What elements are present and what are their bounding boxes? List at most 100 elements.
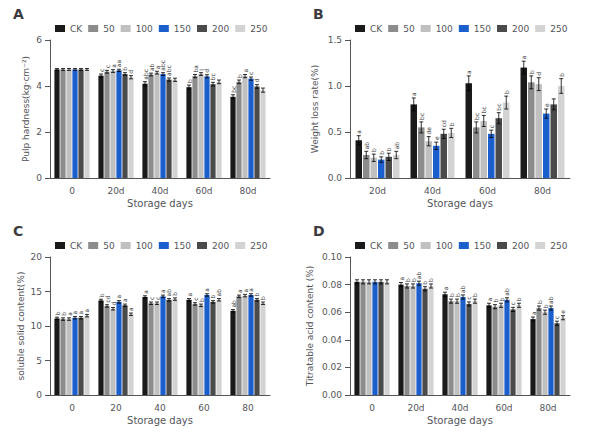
svg-text:aa: aa xyxy=(115,60,122,68)
svg-text:b: b xyxy=(253,293,260,297)
svg-text:60: 60 xyxy=(198,403,210,413)
svg-text:4: 4 xyxy=(36,81,42,91)
svg-text:abc: abc xyxy=(165,65,172,76)
svg-text:20d: 20d xyxy=(369,186,386,196)
svg-text:ab: ab xyxy=(230,300,237,308)
svg-text:b: b xyxy=(236,74,243,78)
svg-text:d: d xyxy=(203,69,210,73)
svg-text:10: 10 xyxy=(31,321,43,331)
svg-text:ab: ab xyxy=(215,289,222,297)
svg-text:250: 250 xyxy=(250,241,267,251)
svg-text:0: 0 xyxy=(369,403,375,413)
svg-text:c: c xyxy=(154,297,161,300)
svg-text:cd: cd xyxy=(104,295,111,302)
svg-text:40d: 40d xyxy=(451,403,468,413)
svg-text:a: a xyxy=(355,130,362,134)
svg-text:B: B xyxy=(313,6,324,22)
svg-text:15: 15 xyxy=(31,287,42,297)
svg-text:40: 40 xyxy=(154,403,166,413)
svg-text:150: 150 xyxy=(174,241,191,251)
svg-text:b: b xyxy=(186,79,193,83)
svg-text:bc: bc xyxy=(209,73,216,80)
svg-text:a: a xyxy=(121,298,128,302)
svg-text:20d: 20d xyxy=(407,403,424,413)
svg-text:a: a xyxy=(247,288,254,292)
svg-text:Weight loss rate(%): Weight loss rate(%) xyxy=(310,65,320,153)
svg-text:250: 250 xyxy=(550,241,567,251)
svg-text:c: c xyxy=(488,125,495,128)
svg-text:50: 50 xyxy=(403,241,415,251)
svg-text:CK: CK xyxy=(370,241,383,251)
svg-text:bc: bc xyxy=(473,113,480,120)
svg-text:bc: bc xyxy=(418,113,425,120)
svg-text:100: 100 xyxy=(136,241,153,251)
svg-text:C: C xyxy=(13,223,23,239)
svg-text:bc: bc xyxy=(230,86,237,93)
svg-text:e: e xyxy=(543,103,550,107)
svg-text:CK: CK xyxy=(70,24,83,34)
svg-text:a: a xyxy=(410,92,417,96)
svg-text:150: 150 xyxy=(474,24,491,34)
svg-text:20: 20 xyxy=(31,252,43,262)
svg-text:6: 6 xyxy=(36,35,42,45)
svg-text:b: b xyxy=(427,278,434,282)
svg-text:0.5: 0.5 xyxy=(328,127,342,137)
svg-text:Storage days: Storage days xyxy=(427,415,493,426)
svg-text:50: 50 xyxy=(403,24,415,34)
svg-text:b: b xyxy=(536,300,543,304)
svg-text:200: 200 xyxy=(512,24,529,34)
svg-text:b: b xyxy=(528,70,535,74)
svg-text:5: 5 xyxy=(36,356,42,366)
svg-text:b: b xyxy=(448,122,455,126)
svg-text:c: c xyxy=(509,302,516,305)
svg-text:ab: ab xyxy=(547,296,554,304)
svg-text:e: e xyxy=(559,310,566,314)
svg-text:100: 100 xyxy=(436,241,453,251)
svg-text:d: d xyxy=(253,79,260,83)
svg-text:0.06: 0.06 xyxy=(322,307,342,317)
svg-text:80d: 80d xyxy=(239,186,256,196)
svg-text:ab: ab xyxy=(415,271,422,279)
svg-text:a: a xyxy=(203,288,210,292)
svg-text:b: b xyxy=(503,90,510,94)
svg-text:60d: 60d xyxy=(195,186,212,196)
svg-text:b: b xyxy=(171,292,178,296)
svg-text:ab: ab xyxy=(363,142,370,150)
svg-text:ab: ab xyxy=(459,285,466,293)
svg-text:bc: bc xyxy=(480,106,487,113)
svg-text:2: 2 xyxy=(36,127,42,137)
svg-text:Titratable acid content (%): Titratable acid content (%) xyxy=(305,266,315,388)
svg-text:de: de xyxy=(425,127,432,135)
svg-text:CK: CK xyxy=(370,24,383,34)
svg-text:200: 200 xyxy=(512,241,529,251)
svg-text:0.00: 0.00 xyxy=(322,390,342,400)
svg-text:100: 100 xyxy=(436,24,453,34)
svg-text:bc: bc xyxy=(495,104,502,111)
svg-text:200: 200 xyxy=(212,241,229,251)
svg-text:50: 50 xyxy=(103,24,115,34)
svg-text:0.08: 0.08 xyxy=(322,280,342,290)
svg-text:b: b xyxy=(259,296,266,300)
svg-text:Storage days: Storage days xyxy=(427,198,493,209)
svg-text:40d: 40d xyxy=(424,186,441,196)
svg-text:b: b xyxy=(385,147,392,151)
svg-text:c: c xyxy=(553,316,560,319)
svg-text:c: c xyxy=(247,72,254,75)
svg-text:0.04: 0.04 xyxy=(322,335,342,345)
svg-text:250: 250 xyxy=(250,24,267,34)
svg-text:b: b xyxy=(378,151,385,155)
svg-text:60d: 60d xyxy=(479,186,496,196)
svg-text:0.0: 0.0 xyxy=(328,173,343,183)
svg-text:80d: 80d xyxy=(539,403,556,413)
svg-text:a: a xyxy=(83,308,90,312)
svg-text:a: a xyxy=(520,55,527,59)
svg-text:b: b xyxy=(198,298,205,302)
svg-text:20d: 20d xyxy=(107,186,124,196)
svg-text:0: 0 xyxy=(36,173,42,183)
svg-text:e: e xyxy=(433,136,440,140)
svg-text:200: 200 xyxy=(212,24,229,34)
svg-text:b: b xyxy=(471,293,478,297)
svg-text:d: d xyxy=(535,72,542,76)
svg-text:a: a xyxy=(115,295,122,299)
svg-text:1.0: 1.0 xyxy=(328,81,343,91)
